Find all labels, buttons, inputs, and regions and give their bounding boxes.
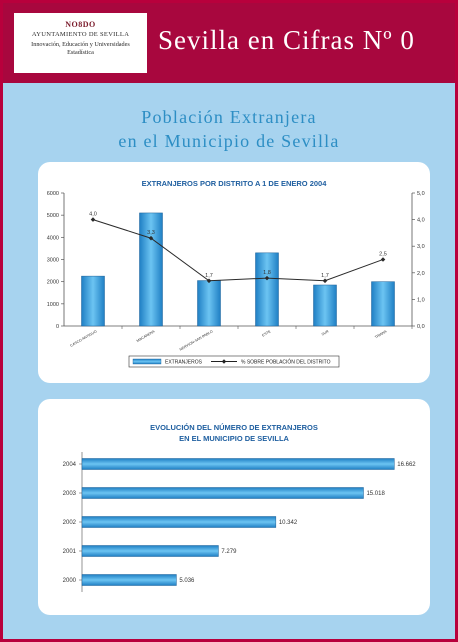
- evolution-chart: EVOLUCIÓN DEL NÚMERO DE EXTRANJEROS EN EL…: [63, 423, 416, 592]
- x-tick-label: SUR: [321, 329, 330, 336]
- y-tick-label: 4000: [47, 235, 59, 241]
- logo-line2: Innovación, Educación y Universidades: [31, 41, 130, 48]
- logo-line3: Estadística: [67, 49, 94, 56]
- y-tick-label: 2000: [47, 280, 59, 286]
- y-tick-label: 2001: [63, 549, 77, 555]
- y-tick-label: 0: [56, 324, 59, 330]
- x-tick-label: CASCO ANTIGUO: [70, 329, 98, 348]
- y-tick-label: 3000: [47, 258, 59, 264]
- pct-data-label: 1,7: [321, 273, 329, 279]
- bar-value-label: 7.279: [221, 549, 237, 555]
- chart-title: EXTRANJEROS POR DISTRITO A 1 DE ENERO 20…: [142, 179, 328, 188]
- y2-tick-label: 5,0: [417, 191, 425, 197]
- y-tick-label: 5000: [47, 213, 59, 219]
- pct-data-label: 1,7: [205, 273, 213, 279]
- x-tick-label: ESTE: [261, 329, 272, 337]
- main-title-line1: Población Extranjera: [141, 107, 317, 127]
- bar: [81, 574, 177, 586]
- logo-mark: NO8DO: [65, 20, 96, 29]
- bar-value-label: 16.662: [397, 462, 416, 468]
- bar-value-label: 15.018: [366, 491, 385, 497]
- legend-bar-label: EXTRANJEROS: [165, 360, 203, 366]
- bar: [255, 252, 279, 327]
- pct-point: [380, 257, 386, 262]
- legend-line-marker: [221, 359, 227, 364]
- bar: [81, 516, 277, 528]
- evolution-chart-panel: EVOLUCIÓN DEL NÚMERO DE EXTRANJEROS EN EL…: [38, 399, 430, 615]
- pct-data-label: 4,0: [89, 212, 97, 218]
- pct-data-label: 1,8: [263, 270, 271, 276]
- bar: [81, 487, 364, 499]
- bar: [81, 545, 219, 557]
- legend-line-label: % SOBRE POBLACIÓN DEL DISTRITO: [241, 359, 331, 366]
- x-tick-label: TRIANA: [374, 329, 388, 339]
- bar: [371, 281, 395, 327]
- chart-title-line1: EVOLUCIÓN DEL NÚMERO DE EXTRANJEROS: [150, 423, 318, 432]
- y-tick-label: 2002: [63, 520, 77, 526]
- y-tick-label: 2003: [63, 491, 77, 497]
- y2-tick-label: 4,0: [417, 218, 425, 224]
- y2-tick-label: 2,0: [417, 271, 425, 277]
- logo: NO8DO AYUNTAMIENTO DE SEVILLA Innovación…: [14, 13, 147, 73]
- pct-data-label: 2,5: [379, 252, 387, 258]
- x-tick-label: NERVION-SAN PABLO: [179, 329, 214, 351]
- pct-point: [90, 217, 96, 222]
- bar: [81, 275, 105, 327]
- y2-tick-label: 0,0: [417, 324, 425, 330]
- y-tick-label: 1000: [47, 302, 59, 308]
- pct-point: [322, 278, 328, 284]
- logo-line1: AYUNTAMIENTO DE SEVILLA: [31, 31, 130, 38]
- header-banner: NO8DO AYUNTAMIENTO DE SEVILLA Innovación…: [3, 3, 455, 83]
- district-chart-panel: EXTRANJEROS POR DISTRITO A 1 DE ENERO 20…: [38, 162, 430, 383]
- bar: [197, 280, 221, 327]
- x-tick-label: MACARENA: [136, 329, 156, 343]
- bar: [81, 458, 395, 470]
- pct-series-line: [92, 219, 384, 282]
- bar-value-label: 10.342: [279, 520, 298, 526]
- legend-bar-swatch: [132, 358, 162, 365]
- pct-data-label: 3,3: [147, 230, 155, 236]
- header-title: Sevilla en Cifras Nº 0: [158, 25, 415, 55]
- y2-tick-label: 1,0: [417, 297, 425, 303]
- y-tick-label: 2000: [63, 578, 77, 584]
- chart-title-line2: EN EL MUNICIPIO DE SEVILLA: [179, 434, 289, 443]
- y-tick-label: 2004: [63, 462, 77, 468]
- pct-point: [206, 278, 212, 284]
- pct-point: [148, 235, 154, 241]
- y-tick-label: 6000: [47, 191, 59, 197]
- bar: [313, 284, 337, 327]
- main-title-line2: en el Municipio de Sevilla: [118, 131, 340, 151]
- district-chart: EXTRANJEROS POR DISTRITO A 1 DE ENERO 20…: [47, 179, 425, 368]
- bar: [139, 212, 163, 327]
- bar-value-label: 5.036: [179, 578, 195, 584]
- y2-tick-label: 3,0: [417, 244, 425, 250]
- pct-point: [264, 275, 270, 281]
